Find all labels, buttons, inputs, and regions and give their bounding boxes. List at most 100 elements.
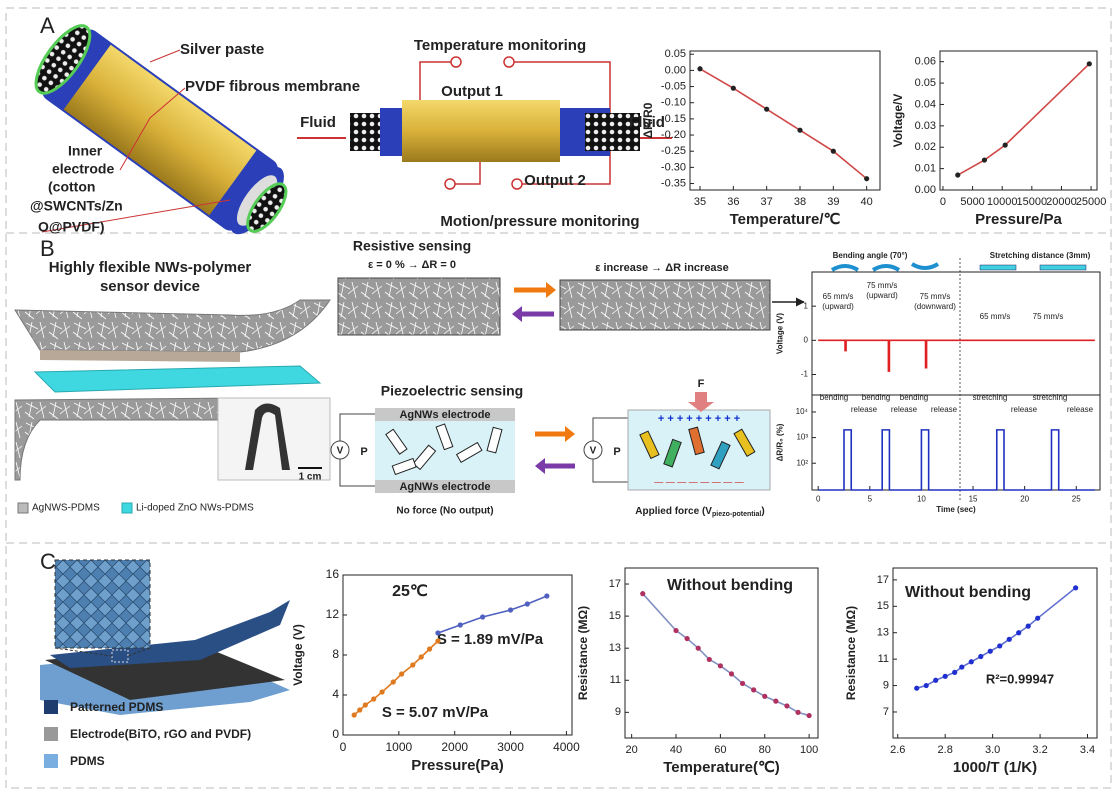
data-point [399, 671, 404, 676]
data-point [988, 649, 993, 654]
data-point [762, 694, 767, 699]
annotation: (upward) [822, 302, 854, 311]
data-point [673, 628, 678, 633]
label: Motion/pressure monitoring [440, 213, 639, 230]
page: A B C Silver paste PVDF fibrous membrane… [0, 0, 1117, 794]
data-point [1016, 630, 1021, 635]
label: ε increase → ΔR increase [595, 262, 729, 274]
label: Resistive sensing [353, 238, 471, 254]
label: Temperature monitoring [414, 37, 586, 54]
data-point [1007, 637, 1012, 642]
x-tick-label: 80 [759, 744, 771, 756]
x-tick-label: 10 [917, 494, 926, 503]
annotation: 75 mm/s [867, 281, 898, 290]
y-tick-label: 1 [804, 301, 809, 310]
leader [150, 50, 180, 62]
label: ε = 0 % → ΔR = 0 [368, 259, 456, 271]
x-tick-label: 0 [940, 196, 946, 208]
x-axis-label: Pressure/Pa [975, 211, 1062, 228]
data-point [969, 659, 974, 664]
label: Silver paste [180, 41, 264, 58]
annotation: stretching [1033, 393, 1068, 402]
x-tick-label: 3.4 [1080, 744, 1095, 756]
data-point [807, 713, 812, 718]
x-tick-label: 40 [670, 744, 682, 756]
annotation: Bending angle (70°) [833, 251, 908, 260]
y-tick-label: 11 [878, 653, 889, 665]
y-tick-label: 10² [796, 458, 808, 467]
x-tick-label: 15000 [1017, 196, 1048, 208]
data-point [363, 702, 368, 707]
annotation: (upward) [866, 291, 898, 300]
data-point [508, 607, 513, 612]
x-tick-label: 20000 [1046, 196, 1077, 208]
data-point [797, 128, 802, 133]
x-tick-label: 3.0 [985, 744, 1000, 756]
data-point [831, 149, 836, 154]
x-tick-label: 20 [626, 744, 638, 756]
symbol: F [698, 378, 705, 390]
y-tick-label: 11 [610, 674, 621, 686]
y-tick-label: 8 [332, 647, 339, 661]
scale-label: 1 cm [299, 472, 322, 483]
x-tick-label: 38 [794, 196, 806, 208]
y-axis-label: Resistance (MΩ) [844, 606, 858, 700]
label: PVDF fibrous membrane [185, 78, 360, 95]
data-line [818, 340, 1095, 371]
label: sensor device [100, 278, 200, 295]
data-point [731, 86, 736, 91]
x-tick-label: 1000 [386, 740, 413, 754]
x-tick-label: 4000 [553, 740, 580, 754]
x-tick-label: 100 [800, 744, 818, 756]
y-tick-label: 13 [609, 642, 621, 654]
y-tick-label: 7 [883, 706, 889, 718]
data-point [997, 643, 1002, 648]
annotation: stretching [973, 393, 1008, 402]
sensor-schematic [297, 57, 672, 189]
y-axis-label: ΔR/R0 [641, 102, 655, 138]
data-point [718, 663, 723, 668]
symbol: V [590, 446, 597, 457]
annotation: 75 mm/s [1033, 312, 1064, 321]
y-tick-label: 10³ [796, 433, 808, 442]
caption: No force (No output) [396, 506, 493, 517]
x-axis-label: Temperature/℃ [730, 211, 841, 228]
annotation: S = 1.89 mV/Pa [437, 631, 544, 648]
y-tick-label: 16 [326, 567, 340, 581]
data-point [914, 686, 919, 691]
caption-part: Applied force (V [635, 506, 712, 517]
data-point [707, 657, 712, 662]
label: Fluid [300, 114, 336, 131]
data-point [952, 670, 957, 675]
data-point [959, 664, 964, 669]
legend-label: Li-doped ZnO NWs-PDMS [136, 503, 254, 514]
data-point [795, 710, 800, 715]
data-line [958, 64, 1090, 175]
plot-frame [940, 51, 1097, 190]
x-tick-label: 2000 [441, 740, 468, 754]
label: (cotton [48, 179, 95, 195]
y-tick-label: -0.30 [661, 161, 686, 173]
data-point [924, 683, 929, 688]
y-tick-label: 17 [609, 578, 621, 590]
annotation: 65 mm/s [980, 312, 1011, 321]
data-line [818, 430, 1095, 490]
data-point [544, 593, 549, 598]
y-tick-label: 12 [326, 607, 340, 621]
x-tick-label: 3.2 [1032, 744, 1047, 756]
y-tick-label: -1 [801, 370, 809, 379]
data-point [379, 689, 384, 694]
y-tick-label: 0.05 [915, 77, 936, 89]
x-tick-label: 25 [1072, 494, 1081, 503]
x-tick-label: 40 [861, 196, 873, 208]
data-point [751, 687, 756, 692]
annotation: release [1011, 405, 1038, 414]
y-tick-label: 0.06 [915, 56, 936, 68]
annotation: release [891, 405, 918, 414]
x-axis-label: 1000/T (1/K) [953, 759, 1037, 776]
legend-label: Electrode(BiTO, rGO and PVDF) [70, 727, 251, 741]
annotation: release [851, 405, 878, 414]
label: AgNWs electrode [399, 481, 490, 493]
legend-label: Patterned PDMS [70, 700, 163, 714]
x-tick-label: 60 [714, 744, 726, 756]
